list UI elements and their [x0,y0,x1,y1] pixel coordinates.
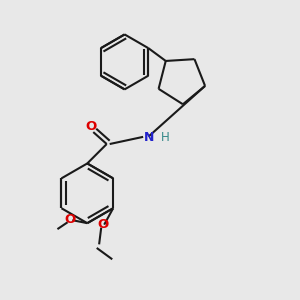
Text: O: O [64,213,76,226]
Text: H: H [160,131,169,144]
Text: O: O [85,120,97,133]
Text: O: O [97,218,108,231]
Text: N: N [144,131,154,144]
